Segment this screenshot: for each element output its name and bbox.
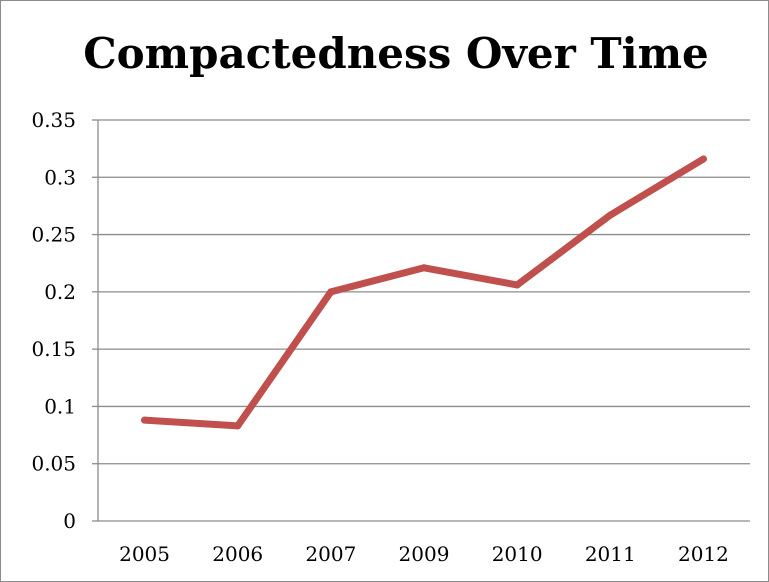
- y-tick-label: 0.2: [44, 280, 76, 304]
- y-tick-label: 0.1: [44, 394, 76, 418]
- data-point: [234, 422, 242, 430]
- data-point: [513, 281, 521, 289]
- x-tick-label: 2011: [585, 542, 636, 566]
- y-tick-label: 0.35: [31, 108, 76, 132]
- y-tick-label: 0.05: [31, 452, 76, 476]
- data-point: [420, 264, 428, 272]
- x-tick-label: 2012: [678, 542, 729, 566]
- data-point: [327, 288, 335, 296]
- gridlines: [98, 119, 750, 465]
- series-layer: [141, 155, 707, 430]
- axes: [92, 119, 750, 522]
- x-tick-label: 2007: [305, 542, 356, 566]
- y-tick-label: 0.25: [31, 223, 76, 247]
- data-point: [699, 155, 707, 163]
- y-tick-label: 0.3: [44, 165, 76, 189]
- x-tick-label: 2006: [212, 542, 263, 566]
- y-tick-label: 0.15: [31, 337, 76, 361]
- x-tick-label: 2005: [119, 542, 170, 566]
- x-tick-label: 2010: [492, 542, 543, 566]
- x-tick-label: 2009: [399, 542, 450, 566]
- chart-title: Compactedness Over Time: [83, 29, 709, 78]
- y-tick-label: 0: [63, 509, 76, 533]
- data-point: [606, 211, 614, 219]
- x-tick-labels: 2005 2006 2007 2009 2010 2011 2012: [119, 542, 729, 566]
- data-point: [141, 416, 149, 424]
- y-tick-labels: 0 0.05 0.1 0.15 0.2 0.25 0.3 0.35: [31, 108, 76, 533]
